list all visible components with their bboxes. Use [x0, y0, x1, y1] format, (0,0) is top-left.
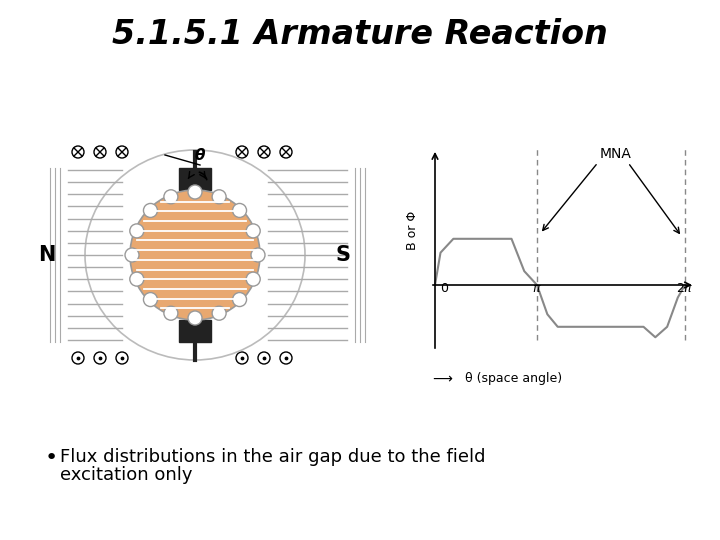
Circle shape	[280, 146, 292, 158]
Circle shape	[125, 248, 139, 262]
Circle shape	[188, 185, 202, 199]
Text: $2\pi$: $2\pi$	[676, 282, 694, 295]
Circle shape	[258, 146, 270, 158]
Circle shape	[116, 352, 128, 364]
Circle shape	[236, 146, 248, 158]
Circle shape	[246, 224, 260, 238]
Circle shape	[258, 352, 270, 364]
Text: •: •	[45, 448, 58, 468]
Circle shape	[236, 352, 248, 364]
Circle shape	[143, 293, 158, 307]
Text: S: S	[336, 245, 351, 265]
Bar	[179, 168, 211, 190]
Text: Flux distributions in the air gap due to the field: Flux distributions in the air gap due to…	[60, 448, 485, 466]
Circle shape	[94, 352, 106, 364]
Text: $\longrightarrow$: $\longrightarrow$	[430, 372, 454, 386]
Circle shape	[212, 190, 226, 204]
Circle shape	[143, 204, 158, 218]
Circle shape	[130, 190, 260, 320]
Text: θ: θ	[194, 147, 205, 163]
Circle shape	[164, 306, 178, 320]
Text: 5.1.5.1 Armature Reaction: 5.1.5.1 Armature Reaction	[112, 18, 608, 51]
Text: excitation only: excitation only	[60, 466, 192, 484]
Circle shape	[164, 190, 178, 204]
Bar	[179, 320, 211, 342]
Circle shape	[130, 224, 144, 238]
Text: MNA: MNA	[600, 147, 632, 161]
Circle shape	[72, 352, 84, 364]
Circle shape	[233, 293, 246, 307]
Circle shape	[251, 248, 265, 262]
Circle shape	[233, 204, 246, 218]
Circle shape	[188, 311, 202, 325]
Circle shape	[116, 146, 128, 158]
Circle shape	[94, 146, 106, 158]
Circle shape	[280, 352, 292, 364]
Text: 0: 0	[440, 282, 448, 295]
Circle shape	[246, 272, 260, 286]
Text: θ (space angle): θ (space angle)	[465, 372, 562, 385]
Text: $\pi$: $\pi$	[532, 282, 542, 295]
Text: N: N	[38, 245, 55, 265]
Circle shape	[72, 146, 84, 158]
Circle shape	[212, 306, 226, 320]
Circle shape	[130, 272, 144, 286]
Text: B or Φ: B or Φ	[407, 211, 420, 249]
